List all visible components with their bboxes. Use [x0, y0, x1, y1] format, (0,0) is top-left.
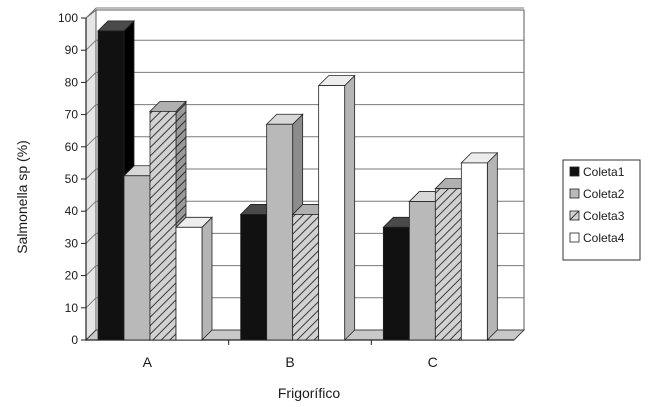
bar-coleta4-b — [317, 74, 356, 341]
x-tick-label-c: C — [428, 354, 438, 370]
gridline-side — [85, 297, 97, 309]
y-tick-label: 70 — [65, 108, 79, 122]
legend-swatch-coleta3 — [569, 210, 580, 221]
gridline-side — [85, 265, 97, 276]
side-wall — [85, 8, 97, 342]
y-tick-label: 20 — [65, 269, 79, 283]
x-tick-label-a: A — [143, 354, 153, 370]
y-tick-label: 0 — [71, 333, 78, 347]
gridline-side — [85, 104, 97, 115]
legend-label-coleta3: Coleta3 — [583, 209, 625, 223]
legend-box — [562, 159, 641, 261]
legend-label-coleta4: Coleta4 — [583, 231, 625, 245]
gridline-side — [85, 72, 97, 83]
y-tick-label: 90 — [65, 43, 79, 57]
x-tick-label-b: B — [285, 354, 294, 370]
gridline-side — [85, 168, 97, 180]
y-tick-label: 100 — [58, 11, 78, 25]
legend-swatch-coleta1 — [569, 166, 580, 177]
y-tick-label: 60 — [65, 140, 79, 154]
x-axis-title: Frigorífico — [278, 385, 340, 401]
y-tick-label: 30 — [65, 236, 79, 250]
gridline-side — [85, 136, 97, 148]
axis-labels: 0 10 20 30 40 50 60 70 80 90 100 A B C — [58, 11, 438, 370]
y-tick-label: 10 — [65, 301, 79, 315]
legend-label-coleta1: Coleta1 — [583, 165, 625, 179]
y-tick-label: 40 — [65, 204, 79, 218]
gridline-side — [85, 39, 97, 51]
legend-swatch-coleta2 — [569, 188, 580, 199]
bar-coleta4-c — [460, 151, 499, 341]
bars — [97, 19, 499, 341]
gridline-side — [85, 200, 97, 212]
gridline-side — [85, 233, 97, 244]
legend: Coleta1 Coleta2 Coleta3 Coleta4 — [562, 159, 641, 261]
legend-label-coleta2: Coleta2 — [583, 187, 625, 201]
y-axis-title: Salmonella sp (%) — [14, 140, 30, 254]
bar-coleta4-a — [175, 216, 213, 341]
y-tick-label: 80 — [65, 75, 79, 89]
legend-swatch-coleta4 — [569, 232, 580, 243]
gridline-side — [85, 7, 97, 19]
y-tick-label: 50 — [65, 172, 79, 186]
